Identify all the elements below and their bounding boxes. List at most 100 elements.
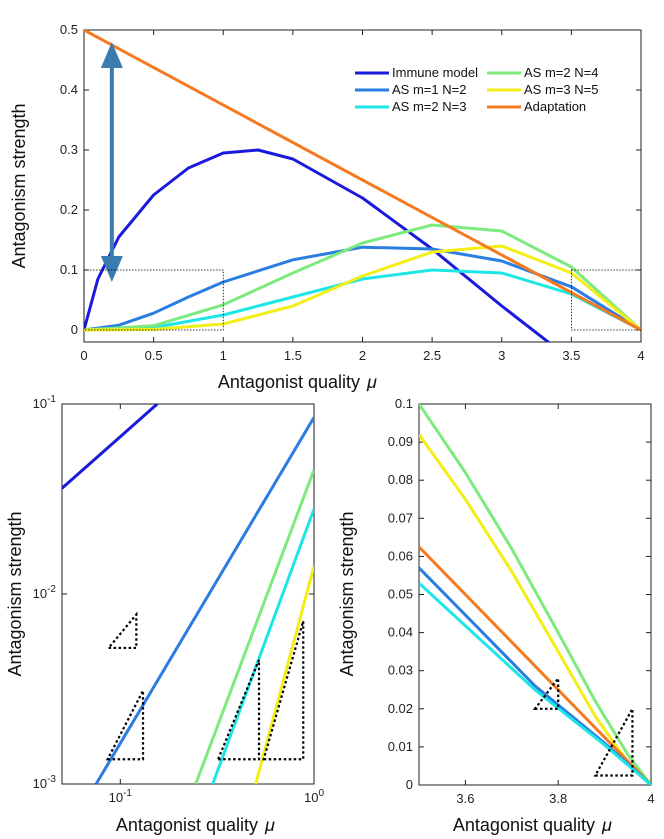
top-arrow-head-up <box>100 42 123 68</box>
bottom-right-ticks: 3.6 3.8 4 0 0.01 0.02 0.03 0.04 0.05 0.06 0.07 0.08… <box>388 396 655 806</box>
top-series-layer <box>84 30 641 342</box>
bottom-right-series-as-m-2-n-4 <box>419 404 651 785</box>
top-xtick-label: 1.5 <box>284 348 302 363</box>
top-xtick-label: 0.5 <box>145 348 163 363</box>
bottom-right-annotations <box>532 675 634 777</box>
bottom-left-slope-triangle <box>106 611 138 650</box>
bottom-left-plot-frame <box>61 403 315 785</box>
top-series-as-m-3-n-5 <box>84 244 641 332</box>
bottom-right-ytick-label: 0 <box>406 777 413 792</box>
bottom-left-xtick-label: 100 <box>304 788 324 805</box>
top-series-as-m-2-n-3 <box>84 268 641 332</box>
top-series-immune-model <box>84 148 551 342</box>
bottom-right-series-layer <box>419 404 651 785</box>
top-series-as-m-2-n-4 <box>84 223 641 332</box>
top-xtick-label: 2 <box>359 348 366 363</box>
legend-label-adapt: Adaptation <box>524 99 586 114</box>
top-xlabel-symbol: μ <box>366 372 377 392</box>
bottom-right-xtick-label: 4 <box>647 791 654 806</box>
bottom-left-series-as-m-1-n-2 <box>94 416 314 784</box>
legend-label-m2n3: AS m=2 N=3 <box>392 99 466 114</box>
bottom-left-ytick-label-exponent: -1 <box>47 394 56 405</box>
bottom-right-xtick-label: 3.6 <box>456 791 474 806</box>
legend-label-immune: Immune model <box>392 65 478 80</box>
bottom-right-xlabel-symbol: μ <box>601 815 612 835</box>
bottom-left-xtick-label-base: 10 <box>304 790 318 805</box>
bottom-left-slope-triangle <box>105 690 145 761</box>
legend-label-m2n4: AS m=2 N=4 <box>524 65 598 80</box>
top-xtick-label: 2.5 <box>423 348 441 363</box>
bottom-left-xlabel-symbol: μ <box>264 815 275 835</box>
top-xtick-label: 1 <box>220 348 227 363</box>
bottom-left-ytick-label: 10-2 <box>33 584 57 601</box>
top-xtick-label: 0 <box>80 348 87 363</box>
bottom-left-ytick-label-exponent: -3 <box>47 774 56 785</box>
top-xtick-label: 4 <box>637 348 644 363</box>
bottom-right-plot-frame <box>418 403 652 786</box>
bottom-right-ytick-label: 0.03 <box>388 663 413 678</box>
bottom-left-xtick-label-exponent: -1 <box>123 788 132 799</box>
bottom-left-xtick-label: 10-1 <box>109 788 133 805</box>
bottom-left-xtick-label-exponent: 0 <box>318 788 324 799</box>
bottom-left-xlabel: Antagonist quality <box>116 815 258 835</box>
bottom-right-series-as-m-3-n-5 <box>419 433 651 785</box>
legend-label-m3n5: AS m=3 N=5 <box>524 82 598 97</box>
bottom-left-series-immune-model <box>62 404 159 490</box>
bottom-right-ytick-label: 0.01 <box>388 739 413 754</box>
bottom-left-series-layer <box>62 404 314 784</box>
legend: Immune model AS m=1 N=2 AS m=2 N=3 AS m=… <box>355 65 598 114</box>
bottom-left-slope-triangle <box>262 620 305 761</box>
bottom-right-ytick-label: 0.09 <box>388 434 413 449</box>
top-xtick-label: 3.5 <box>562 348 580 363</box>
bottom-left-slope-triangle <box>216 659 261 761</box>
top-ytick-label: 0.2 <box>60 202 78 217</box>
top-ytick-label: 0.5 <box>60 22 78 37</box>
bottom-left-ytick-label: 10-3 <box>33 774 57 791</box>
bottom-right-chart: 3.6 3.8 4 0 0.01 0.02 0.03 0.04 0.05 0.06 0.07 0.08… <box>337 396 655 835</box>
bottom-right-ytick-label: 0.08 <box>388 472 413 487</box>
bottom-left-annotations <box>105 611 305 761</box>
bottom-right-xtick-label: 3.8 <box>549 791 567 806</box>
top-ytick-label: 0 <box>71 322 78 337</box>
bottom-left-ytick-label-base: 10 <box>33 396 47 411</box>
top-xtick-label: 3 <box>498 348 505 363</box>
top-zoom-box <box>83 269 224 331</box>
bottom-left-ytick-label-base: 10 <box>33 776 47 791</box>
top-zoom-box <box>570 269 642 331</box>
bottom-left-series-as-m-2-n-3 <box>211 508 314 784</box>
top-ytick-label: 0.4 <box>60 82 78 97</box>
bottom-right-ytick-label: 0.06 <box>388 548 413 563</box>
top-series-as-m-1-n-2 <box>84 245 641 332</box>
top-arrow-head-down <box>100 256 123 282</box>
top-xlabel: Antagonist quality <box>218 372 360 392</box>
bottom-right-ytick-label: 0.1 <box>395 396 413 411</box>
bottom-left-series-as-m-2-n-4 <box>194 469 314 784</box>
bottom-right-ylabel: Antagonism strength <box>337 511 357 676</box>
top-chart: 0 0.5 1 1.5 2 2.5 3 3.5 4 0 0.1 0.2 0.3 0.4 0.5 Immune… <box>9 22 645 392</box>
bottom-left-series-as-m-3-n-5 <box>254 565 314 784</box>
bottom-left-ytick-label: 10-1 <box>33 394 57 411</box>
bottom-left-ytick-label-base: 10 <box>33 586 47 601</box>
bottom-right-ytick-label: 0.04 <box>388 625 413 640</box>
top-ylabel: Antagonism strength <box>9 103 29 268</box>
bottom-right-ytick-label: 0.02 <box>388 701 413 716</box>
top-ytick-label: 0.1 <box>60 262 78 277</box>
bottom-right-series-adaptation <box>419 545 651 785</box>
bottom-right-ytick-label: 0.05 <box>388 587 413 602</box>
bottom-right-series-as-m-1-n-2 <box>419 566 651 785</box>
top-ytick-label: 0.3 <box>60 142 78 157</box>
bottom-right-slope-triangle <box>532 675 560 710</box>
bottom-right-series-as-m-2-n-3 <box>419 581 651 785</box>
bottom-right-slope-triangle <box>593 704 634 777</box>
top-ticks: 0 0.5 1 1.5 2 2.5 3 3.5 4 0 0.1 0.2 0.3 0.4 0.5 <box>60 22 645 363</box>
bottom-left-ylabel: Antagonism strength <box>5 511 25 676</box>
bottom-left-xtick-label-base: 10 <box>109 790 123 805</box>
top-series-adaptation <box>84 30 641 332</box>
bottom-right-xlabel: Antagonist quality <box>453 815 595 835</box>
legend-label-m1: AS m=1 N=2 <box>392 82 466 97</box>
bottom-right-ytick-label: 0.07 <box>388 510 413 525</box>
bottom-left-ytick-label-exponent: -2 <box>47 584 56 595</box>
